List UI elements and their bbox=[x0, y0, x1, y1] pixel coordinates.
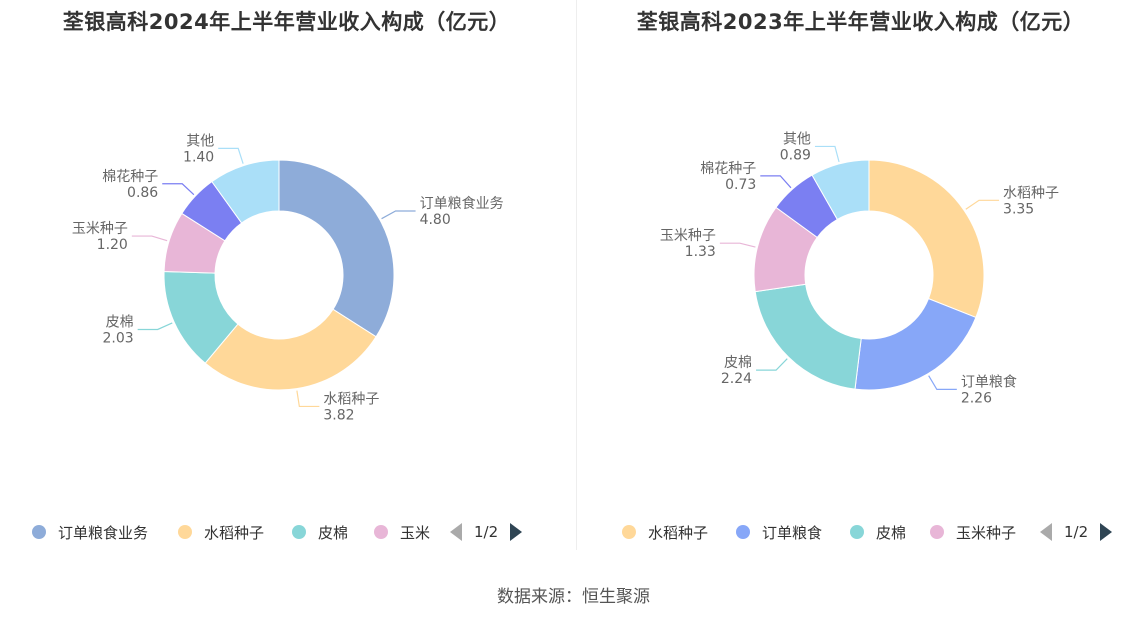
chart-legend: 订单粮食业务 水稻种子 皮棉 玉米 1/2 bbox=[0, 518, 573, 546]
slice-value-label: 3.82 bbox=[323, 407, 354, 423]
legend-item[interactable]: 玉米 bbox=[374, 518, 430, 546]
label-leader-line bbox=[928, 375, 957, 390]
legend-color-dot bbox=[850, 525, 864, 539]
chart-title: 荃银高科2023年上半年营业收入构成（亿元） bbox=[636, 10, 1085, 34]
label-leader-line bbox=[131, 235, 168, 242]
label-leader-line bbox=[965, 199, 1000, 210]
slice-name-label: 其他 bbox=[186, 133, 214, 149]
legend-color-dot bbox=[32, 525, 46, 539]
legend-label: 皮棉 bbox=[876, 523, 907, 542]
slice-value-label: 1.33 bbox=[685, 244, 716, 260]
slice-value-label: 1.20 bbox=[97, 237, 128, 253]
legend-item[interactable]: 水稻种子 bbox=[178, 518, 264, 546]
slice-value-label: 0.86 bbox=[127, 185, 158, 201]
legend-color-dot bbox=[292, 525, 306, 539]
slice-value-label: 4.80 bbox=[420, 212, 451, 228]
legend-label: 玉米种子 bbox=[956, 523, 1017, 542]
legend-color-dot bbox=[930, 525, 944, 539]
legend-color-dot bbox=[374, 525, 388, 539]
legend-next-icon[interactable] bbox=[1100, 523, 1113, 541]
legend-item[interactable]: 皮棉 bbox=[850, 518, 906, 546]
legend-item[interactable]: 皮棉 bbox=[292, 518, 348, 546]
label-leader-line bbox=[756, 358, 788, 371]
pie-slice[interactable] bbox=[854, 297, 977, 391]
legend-label: 水稻种子 bbox=[204, 523, 265, 542]
legend-label: 订单粮食 bbox=[762, 523, 823, 542]
legend-page-indicator: 1/2 bbox=[1064, 523, 1089, 541]
legend-color-dot bbox=[736, 525, 750, 539]
slice-name-label: 皮棉 bbox=[106, 313, 134, 330]
pie-slice[interactable] bbox=[868, 159, 985, 319]
slice-name-label: 水稻种子 bbox=[323, 391, 379, 407]
legend-color-dot bbox=[622, 525, 636, 539]
pie-slice[interactable] bbox=[811, 159, 870, 221]
slice-name-label: 其他 bbox=[783, 131, 811, 147]
legend-item[interactable]: 水稻种子 bbox=[622, 518, 708, 546]
pie-slice[interactable] bbox=[204, 308, 377, 391]
slice-name-label: 皮棉 bbox=[724, 354, 752, 371]
slice-name-label: 水稻种子 bbox=[1003, 185, 1059, 201]
legend-label: 订单粮食业务 bbox=[58, 523, 149, 542]
slice-value-label: 2.24 bbox=[721, 371, 752, 387]
legend-item[interactable]: 订单粮食 bbox=[736, 518, 822, 546]
pie-slice[interactable] bbox=[278, 159, 395, 338]
legend-item[interactable]: 订单粮食业务 bbox=[32, 518, 148, 546]
slice-value-label: 0.73 bbox=[725, 177, 756, 193]
slice-value-label: 2.26 bbox=[961, 390, 992, 406]
slice-name-label: 玉米种子 bbox=[660, 228, 716, 244]
legend-label: 皮棉 bbox=[318, 523, 349, 542]
chart-title: 荃银高科2024年上半年营业收入构成（亿元） bbox=[62, 10, 511, 34]
label-leader-line bbox=[381, 210, 416, 220]
legend-next-icon[interactable] bbox=[510, 523, 523, 541]
chart-panel-2023: 荃银高科2023年上半年营业收入构成（亿元） 水稻种子 3.35 订单粮食 2.26 皮… bbox=[574, 0, 1147, 550]
pie-slice[interactable] bbox=[211, 159, 280, 224]
pie-slice[interactable] bbox=[754, 283, 862, 390]
slice-name-label: 订单粮食 bbox=[961, 373, 1017, 390]
label-leader-line bbox=[218, 147, 244, 164]
slice-name-label: 棉花种子 bbox=[700, 160, 756, 177]
slice-name-label: 订单粮食业务 bbox=[420, 195, 504, 212]
label-leader-line bbox=[760, 175, 792, 189]
slice-value-label: 3.35 bbox=[1003, 201, 1034, 217]
legend-item[interactable]: 玉米种子 bbox=[930, 518, 1016, 546]
label-leader-line bbox=[296, 390, 320, 408]
label-leader-line bbox=[162, 183, 195, 196]
slice-name-label: 玉米种子 bbox=[72, 221, 128, 237]
chart-panel-2024: 荃银高科2024年上半年营业收入构成（亿元） 订单粮食业务 4.80 水稻种子 3.8… bbox=[0, 0, 573, 550]
slice-value-label: 1.40 bbox=[183, 149, 214, 165]
label-leader-line bbox=[814, 145, 840, 163]
legend-label: 水稻种子 bbox=[648, 523, 709, 542]
legend-pager: 1/2 bbox=[1040, 518, 1113, 546]
legend-label: 玉米 bbox=[400, 523, 431, 542]
data-source-note: 数据来源：恒生聚源 bbox=[497, 587, 650, 607]
label-leader-line bbox=[137, 322, 173, 331]
chart-legend: 水稻种子 订单粮食 皮棉 玉米种子 1/2 bbox=[574, 518, 1147, 546]
slice-value-label: 2.03 bbox=[102, 330, 133, 346]
legend-page-indicator: 1/2 bbox=[474, 523, 499, 541]
legend-color-dot bbox=[178, 525, 192, 539]
label-leader-line bbox=[719, 242, 756, 248]
legend-pager: 1/2 bbox=[450, 518, 523, 546]
panel-divider bbox=[576, 0, 577, 550]
slice-value-label: 0.89 bbox=[780, 147, 811, 163]
legend-prev-icon[interactable] bbox=[1040, 523, 1052, 541]
legend-prev-icon[interactable] bbox=[450, 523, 462, 541]
slice-name-label: 棉花种子 bbox=[102, 168, 158, 185]
